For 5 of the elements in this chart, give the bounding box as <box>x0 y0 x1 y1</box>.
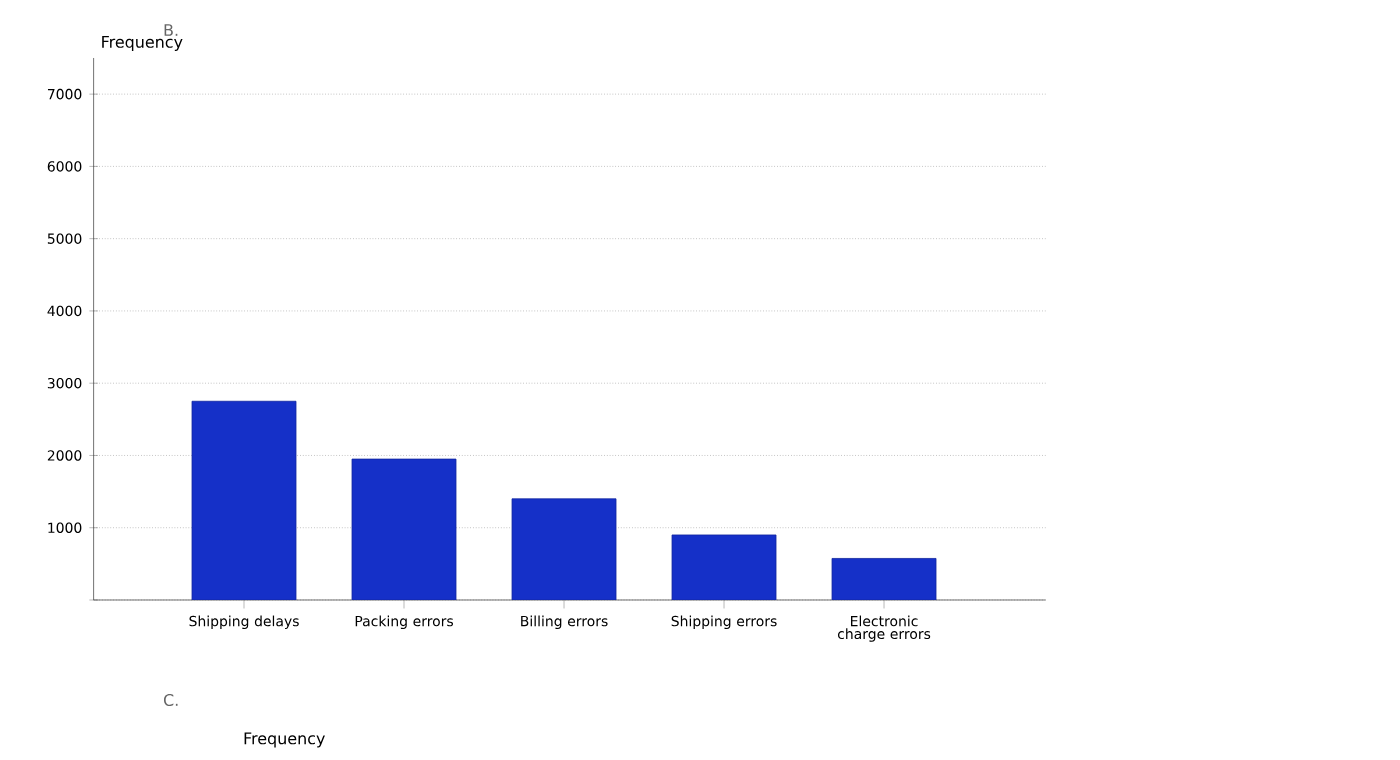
bar <box>831 558 937 600</box>
bar <box>351 458 457 600</box>
bar <box>191 400 297 600</box>
bar <box>671 534 777 600</box>
bar <box>511 498 617 600</box>
